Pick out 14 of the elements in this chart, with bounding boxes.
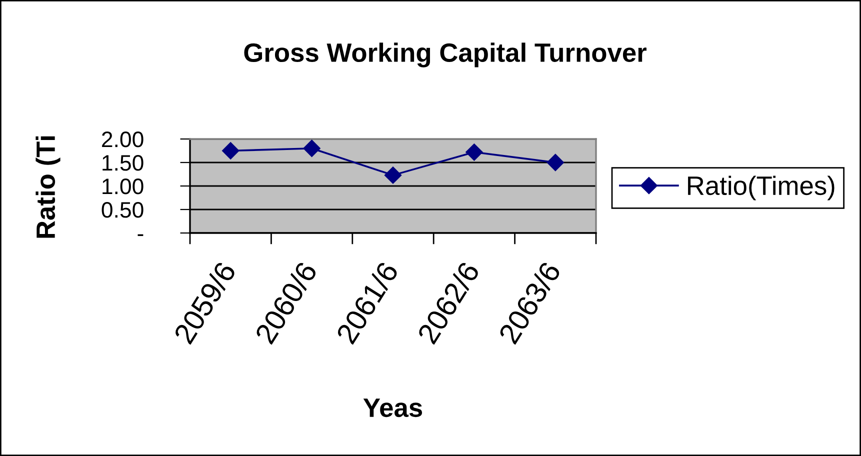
point bbox=[466, 144, 483, 161]
point bbox=[546, 154, 564, 172]
y-tick-label: 1.50 bbox=[102, 155, 144, 171]
y-tick-label: 2.00 bbox=[102, 132, 144, 148]
y-tick-label: 0.50 bbox=[102, 202, 144, 218]
y-tick-label: - bbox=[138, 234, 144, 236]
point bbox=[222, 142, 240, 160]
point bbox=[303, 140, 320, 157]
x-axis-title: Yeas bbox=[363, 398, 422, 418]
point bbox=[384, 166, 402, 184]
y-tick-label: 1.00 bbox=[102, 178, 144, 194]
y-axis-title: Ratio (Ti bbox=[36, 136, 60, 238]
chart-title: Gross Working Capital Turnover bbox=[244, 42, 646, 68]
legend-label: Ratio(Times) bbox=[688, 176, 834, 200]
